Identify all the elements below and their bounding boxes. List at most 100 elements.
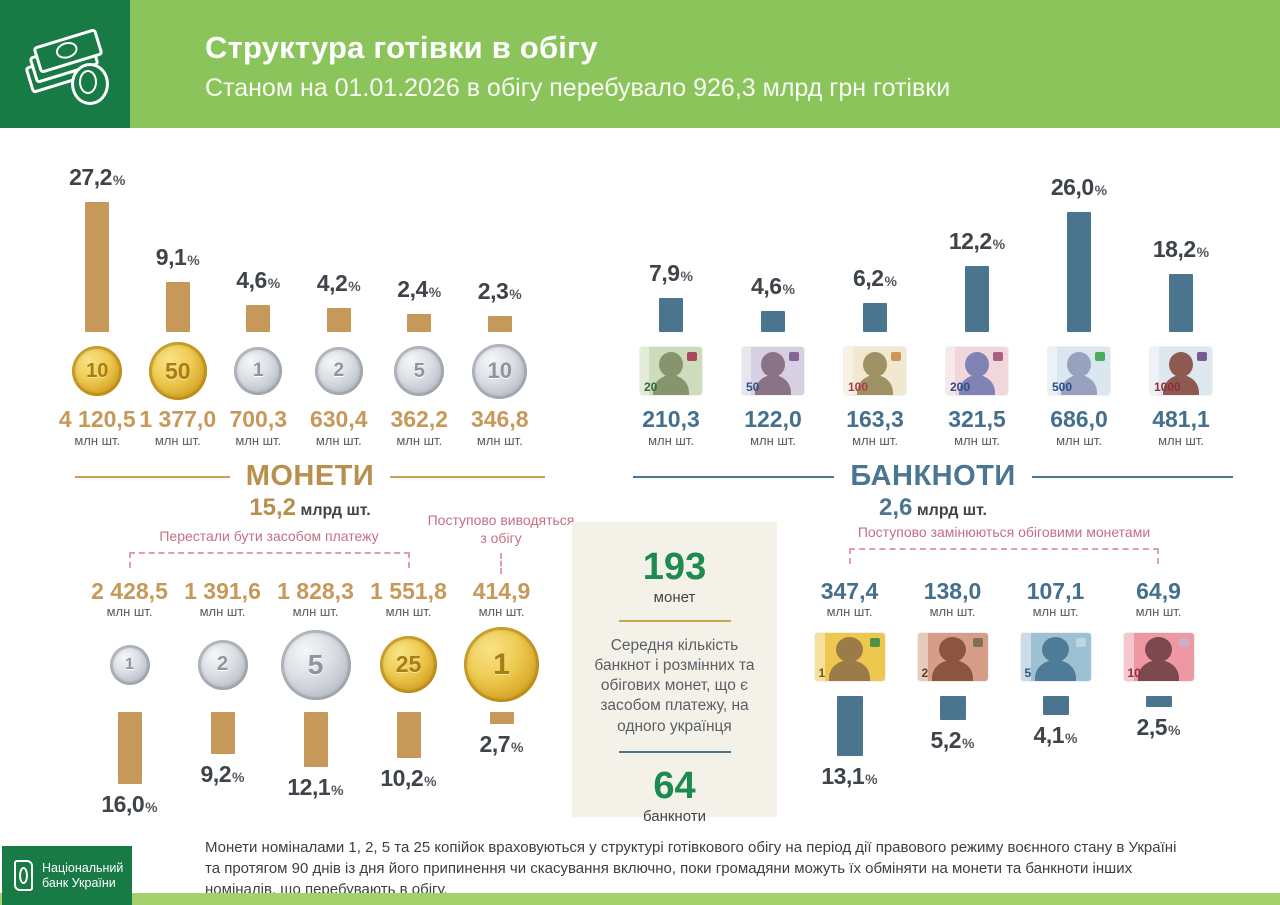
coins-section-header: МОНЕТИ xyxy=(75,462,545,491)
bar xyxy=(659,298,683,333)
artbox: 2 xyxy=(314,338,363,404)
divider-line xyxy=(75,475,230,478)
count-unit: млн шт. xyxy=(648,432,694,448)
coins-per-capita-value: 193 xyxy=(642,546,707,588)
artbox: 10 xyxy=(472,338,528,404)
bar xyxy=(836,695,863,756)
percent-label: 2,7% xyxy=(479,730,524,757)
percent-label: 9,1% xyxy=(155,244,200,271)
chart-column: 18,2% 1000 481,1 млн шт. xyxy=(1130,150,1232,448)
percent-label: 4,6% xyxy=(751,273,795,300)
bar xyxy=(489,711,514,724)
nbu-logo-icon xyxy=(14,860,33,891)
percent-label: 27,2% xyxy=(69,164,126,191)
artbox: 1 xyxy=(109,624,150,706)
banknotes-chart: 7,9% 20 210,3 млн шт. 4,6% 50 122,0 млн шт. 6,2%… xyxy=(620,150,1232,448)
bar xyxy=(210,711,235,754)
count-unit: млн шт. xyxy=(199,604,246,620)
percent-label: 7,9% xyxy=(649,260,693,287)
chart-column: 2 428,5 млн шт. 1 16,0% xyxy=(83,576,176,816)
bar xyxy=(863,303,887,333)
coin-image: 1 xyxy=(234,347,283,396)
percent-label: 26,0% xyxy=(1050,174,1108,201)
coin-image: 5 xyxy=(280,629,351,700)
header-logo-square xyxy=(0,0,130,128)
count-value: 481,1 xyxy=(1152,406,1210,433)
percent-label: 4,1% xyxy=(1033,721,1078,748)
bar xyxy=(303,711,328,767)
bar xyxy=(407,314,432,333)
chart-column: 2,4% 5 362,2 млн шт. xyxy=(379,150,460,448)
bar xyxy=(1169,274,1193,333)
count-unit: млн шт. xyxy=(478,604,525,620)
banknote-image: 1000 xyxy=(1150,347,1212,396)
count-unit: млн шт. xyxy=(1135,604,1182,620)
count-unit: млн шт. xyxy=(826,604,873,620)
count-value: 1 377,0 xyxy=(139,406,217,433)
coin-image: 25 xyxy=(380,636,437,694)
percent-label: 5,2% xyxy=(930,726,975,753)
chart-column: 26,0% 500 686,0 млн шт. xyxy=(1028,150,1130,448)
chart-column: 7,9% 20 210,3 млн шт. xyxy=(620,150,722,448)
banknotes-section-header: БАНКНОТИ xyxy=(633,462,1234,491)
count-unit: млн шт. xyxy=(1158,432,1204,448)
chart-column: 64,9 млн шт. 10 2,5% xyxy=(1107,576,1210,788)
count-unit: млн шт. xyxy=(154,432,201,448)
banknote-image: 100 xyxy=(844,347,906,396)
percent-label: 2,3% xyxy=(477,278,522,305)
banknotes-per-capita-word: банкноти xyxy=(643,807,706,825)
chart-column: 414,9 млн шт. 1 2,7% xyxy=(455,576,548,816)
count-value: 1 391,6 xyxy=(184,578,261,604)
bracket-stopped-legal-tender xyxy=(129,552,410,572)
section-title-coins: МОНЕТИ xyxy=(245,460,375,492)
chart-column: 4,2% 2 630,4 млн шт. xyxy=(299,150,380,448)
header: Структура готівки в обігу Станом на 01.0… xyxy=(0,0,1280,128)
percent-label: 4,6% xyxy=(236,267,281,294)
coins-total: 15,2 млрд шт. xyxy=(75,494,545,522)
percent-label: 4,2% xyxy=(316,270,361,297)
coin-image: 1 xyxy=(109,644,150,685)
divider-line xyxy=(633,475,835,478)
count-value: 1 828,3 xyxy=(277,578,354,604)
banknote-image: 1 xyxy=(814,632,885,681)
artbox: 25 xyxy=(380,624,437,706)
tick-withdrawn xyxy=(500,553,502,574)
count-value: 210,3 xyxy=(642,406,700,433)
count-unit: млн шт. xyxy=(315,432,362,448)
artbox: 500 xyxy=(1048,338,1110,404)
percent-label: 16,0% xyxy=(101,790,158,817)
artbox: 10 xyxy=(1123,624,1194,690)
coin-image: 10 xyxy=(72,346,123,397)
banknotes-total-unit: млрд шт. xyxy=(916,502,987,519)
coin-image: 5 xyxy=(394,346,445,397)
money-stack-icon xyxy=(24,27,109,105)
banknote-image: 2 xyxy=(917,632,988,681)
label-replaced-by-coins: Поступово замінюються обіговими монетами xyxy=(857,524,1151,540)
banknotes-total-value: 2,6 xyxy=(878,494,913,521)
percent-label: 12,1% xyxy=(287,773,344,800)
artbox: 1 xyxy=(814,624,885,690)
banknotes-per-capita-value: 64 xyxy=(653,764,696,807)
count-value: 346,8 xyxy=(470,406,529,433)
count-value: 138,0 xyxy=(923,578,982,604)
banknotes-total: 2,6 млрд шт. xyxy=(633,494,1233,522)
artbox: 1000 xyxy=(1150,338,1212,404)
count-unit: млн шт. xyxy=(235,432,282,448)
bar xyxy=(1145,695,1172,707)
percent-label: 13,1% xyxy=(821,762,878,789)
artbox: 50 xyxy=(742,338,804,404)
count-unit: млн шт. xyxy=(74,432,121,448)
banknote-image: 50 xyxy=(742,347,804,396)
count-unit: млн шт. xyxy=(852,432,898,448)
coin-image: 2 xyxy=(197,639,248,690)
count-value: 107,1 xyxy=(1026,578,1085,604)
banknote-image: 10 xyxy=(1123,632,1194,681)
bar xyxy=(85,202,110,333)
footer-strip xyxy=(0,893,1280,905)
banknote-image: 20 xyxy=(640,347,702,396)
percent-label: 2,4% xyxy=(397,276,442,303)
coin-image: 2 xyxy=(314,347,363,396)
bar xyxy=(396,711,421,758)
artbox: 5 xyxy=(280,624,351,706)
banknote-image: 500 xyxy=(1048,347,1110,396)
